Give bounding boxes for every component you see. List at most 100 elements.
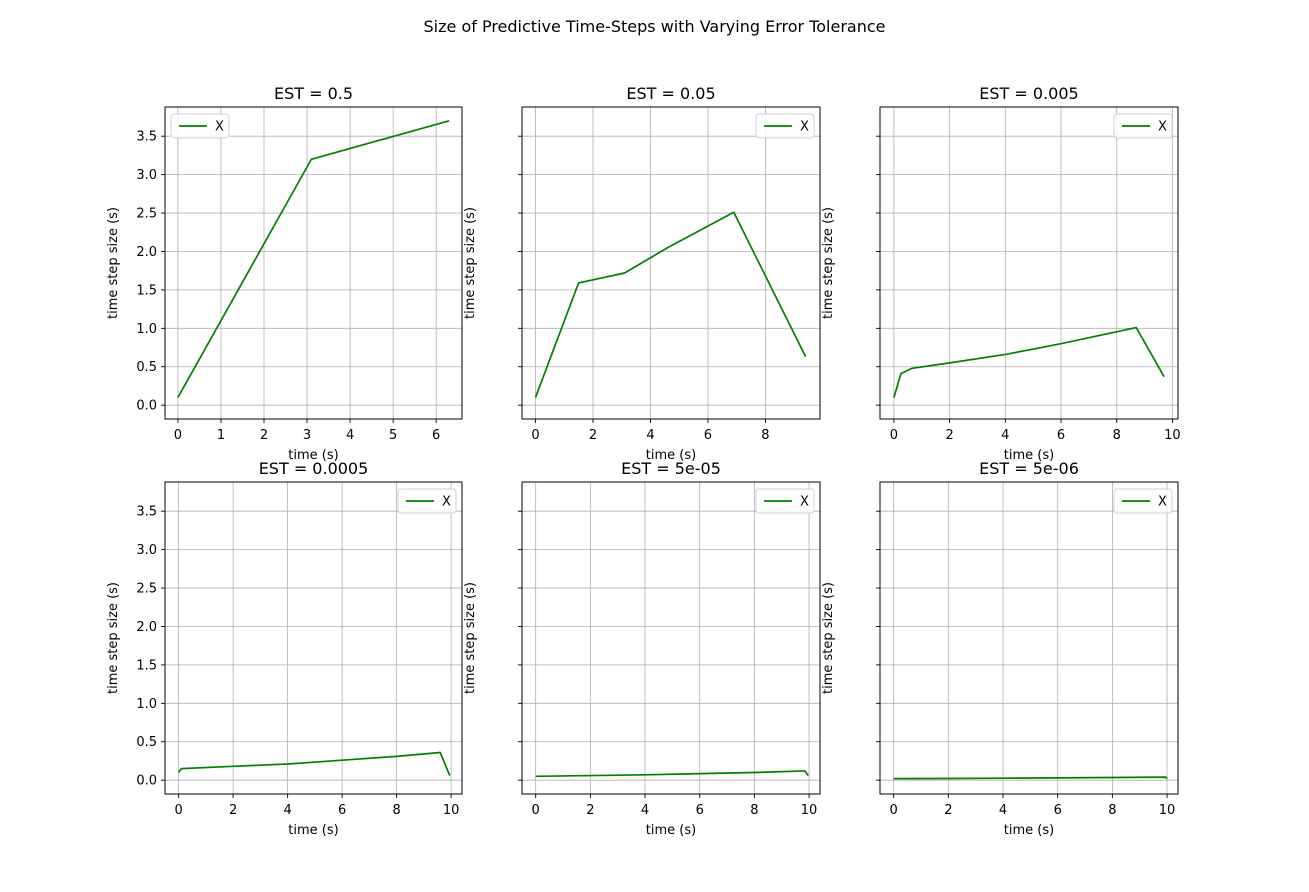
chart-3-axes-frame bbox=[879, 106, 1179, 420]
chart-2-xtick-label-2: 4 bbox=[646, 428, 654, 443]
chart-1-axes-frame bbox=[164, 106, 463, 420]
chart-1-ytick-label-3: 1.5 bbox=[136, 283, 157, 298]
chart-6-series-X-line bbox=[893, 776, 1168, 780]
chart-1-ytick-label-6: 3.0 bbox=[136, 168, 157, 183]
chart-3-xtick-label-2: 4 bbox=[1001, 428, 1009, 443]
chart-1-xtick-label-6: 6 bbox=[432, 428, 440, 443]
chart-5-plot-area bbox=[522, 482, 820, 794]
chart-6: 0 2 4 6 8 10 EST = 5e-06 time (s) time step size… bbox=[821, 459, 1179, 838]
figure-suptitle: Size of Predictive Time-Steps with Varyi… bbox=[424, 17, 886, 36]
chart-3-plot-area bbox=[880, 107, 1178, 419]
chart-6-plot-area bbox=[880, 482, 1178, 794]
chart-1-xtick-label-4: 4 bbox=[346, 428, 354, 443]
chart-3-legend: X bbox=[1113, 113, 1173, 139]
chart-4-ylabel: time step size (s) bbox=[106, 582, 121, 694]
chart-6-title: EST = 5e-06 bbox=[979, 459, 1079, 478]
chart-1-ytick-label-0: 0.0 bbox=[136, 399, 157, 414]
chart-3-xtick-label-5: 10 bbox=[1164, 428, 1181, 443]
chart-2-legend-label: X bbox=[800, 120, 809, 135]
chart-4-ytick-label-2: 1.0 bbox=[136, 697, 157, 712]
chart-4-xtick-label-4: 8 bbox=[392, 803, 400, 818]
chart-1-plot-area bbox=[165, 107, 462, 419]
chart-5-title: EST = 5e-05 bbox=[621, 459, 721, 478]
chart-3-ylabel: time step size (s) bbox=[821, 207, 836, 319]
chart-1-xtick-label-1: 1 bbox=[217, 428, 225, 443]
chart-4-ytick-label-7: 3.5 bbox=[136, 505, 157, 520]
chart-2-xlabel: time (s) bbox=[646, 448, 696, 463]
chart-5-xtick-label-4: 8 bbox=[750, 803, 758, 818]
chart-6-xtick-label-0: 0 bbox=[890, 803, 898, 818]
subplot-grid: 0 1 2 3 4 5 6 0.0 0.5 1.0 1.5 2.0 2.5 3.0 3.5 EST = 0.5… bbox=[106, 84, 1181, 838]
chart-1-ytick-label-5: 2.5 bbox=[136, 207, 157, 222]
chart-5-xtick-label-0: 0 bbox=[532, 803, 540, 818]
chart-6-axes-frame bbox=[879, 481, 1179, 795]
chart-1-ytick-label-1: 0.5 bbox=[136, 360, 157, 375]
chart-2-xtick-label-4: 8 bbox=[761, 428, 769, 443]
chart-4-series-X-line bbox=[177, 751, 451, 776]
chart-2-ylabel: time step size (s) bbox=[463, 207, 478, 319]
chart-4-legend-label: X bbox=[442, 495, 451, 510]
chart-4-ytick-label-3: 1.5 bbox=[136, 658, 157, 673]
chart-6-xlabel: time (s) bbox=[1004, 823, 1054, 838]
chart-3-legend-label: X bbox=[1158, 120, 1167, 135]
chart-4-ytick-label-5: 2.5 bbox=[136, 582, 157, 597]
chart-1-ytick-label-4: 2.0 bbox=[136, 245, 157, 260]
chart-2-series-X-line bbox=[534, 211, 807, 398]
chart-1-series-X-line bbox=[177, 120, 450, 398]
chart-4-xtick-label-1: 2 bbox=[229, 803, 237, 818]
chart-3-xtick-label-4: 8 bbox=[1113, 428, 1121, 443]
chart-6-xtick-label-4: 8 bbox=[1108, 803, 1116, 818]
chart-4-xlabel: time (s) bbox=[288, 823, 338, 838]
chart-5: 0 2 4 6 8 10 EST = 5e-05 time (s) time step size… bbox=[463, 459, 821, 838]
chart-4: 0 2 4 6 8 10 0.0 0.5 1.0 1.5 2.0 2.5 3.0 3.5 EST = 0.0… bbox=[106, 459, 463, 838]
chart-2-title: EST = 0.05 bbox=[626, 84, 715, 103]
chart-2-xtick-label-1: 2 bbox=[589, 428, 597, 443]
chart-5-ylabel: time step size (s) bbox=[463, 582, 478, 694]
chart-4-title: EST = 0.0005 bbox=[259, 459, 369, 478]
chart-2-xtick-label-3: 6 bbox=[704, 428, 712, 443]
chart-3-title: EST = 0.005 bbox=[979, 84, 1078, 103]
chart-5-xtick-label-3: 6 bbox=[696, 803, 704, 818]
chart-3-xtick-label-3: 6 bbox=[1057, 428, 1065, 443]
chart-1-ytick-label-7: 3.5 bbox=[136, 130, 157, 145]
chart-6-legend-label: X bbox=[1158, 495, 1167, 510]
chart-4-ytick-label-6: 3.0 bbox=[136, 543, 157, 558]
chart-2-axes-frame bbox=[521, 106, 821, 420]
chart-5-xtick-label-5: 10 bbox=[801, 803, 818, 818]
chart-3-xtick-label-0: 0 bbox=[890, 428, 898, 443]
chart-5-axes-frame bbox=[521, 481, 821, 795]
chart-4-xtick-label-0: 0 bbox=[174, 803, 182, 818]
chart-1-xtick-label-5: 5 bbox=[389, 428, 397, 443]
chart-2-plot-area bbox=[522, 107, 820, 419]
chart-6-legend: X bbox=[1113, 488, 1173, 514]
chart-4-ytick-label-4: 2.0 bbox=[136, 620, 157, 635]
chart-5-series-X-line bbox=[535, 770, 809, 778]
chart-3-xtick-label-1: 2 bbox=[945, 428, 953, 443]
chart-3-xlabel: time (s) bbox=[1004, 448, 1054, 463]
chart-1-xlabel: time (s) bbox=[288, 448, 338, 463]
chart-5-xtick-label-2: 4 bbox=[641, 803, 649, 818]
chart-1: 0 1 2 3 4 5 6 0.0 0.5 1.0 1.5 2.0 2.5 3.0 3.5 EST = 0.5… bbox=[106, 84, 463, 463]
chart-4-xtick-label-2: 4 bbox=[283, 803, 291, 818]
chart-4-axes-frame bbox=[164, 481, 463, 795]
chart-1-xtick-label-2: 2 bbox=[260, 428, 268, 443]
chart-1-legend-label: X bbox=[215, 120, 224, 135]
chart-4-ytick-label-0: 0.0 bbox=[136, 774, 157, 789]
chart-1-legend: X bbox=[170, 113, 230, 139]
chart-3: 0 2 4 6 8 10 EST = 0.005 time (s) time step size… bbox=[821, 84, 1181, 463]
chart-3-series-X-line bbox=[893, 326, 1165, 398]
chart-2: 0 2 4 6 8 EST = 0.05 time (s) time step size (s… bbox=[463, 84, 821, 463]
chart-2-legend: X bbox=[755, 113, 815, 139]
chart-5-legend: X bbox=[755, 488, 815, 514]
chart-6-xtick-label-1: 2 bbox=[944, 803, 952, 818]
chart-4-xtick-label-3: 6 bbox=[338, 803, 346, 818]
chart-1-ytick-label-2: 1.0 bbox=[136, 322, 157, 337]
chart-6-xtick-label-3: 6 bbox=[1054, 803, 1062, 818]
chart-6-xtick-label-5: 10 bbox=[1159, 803, 1176, 818]
chart-6-xtick-label-2: 4 bbox=[999, 803, 1007, 818]
chart-1-ylabel: time step size (s) bbox=[106, 207, 121, 319]
chart-1-xtick-label-3: 3 bbox=[303, 428, 311, 443]
chart-6-ylabel: time step size (s) bbox=[821, 582, 836, 694]
chart-4-xtick-label-5: 10 bbox=[443, 803, 460, 818]
